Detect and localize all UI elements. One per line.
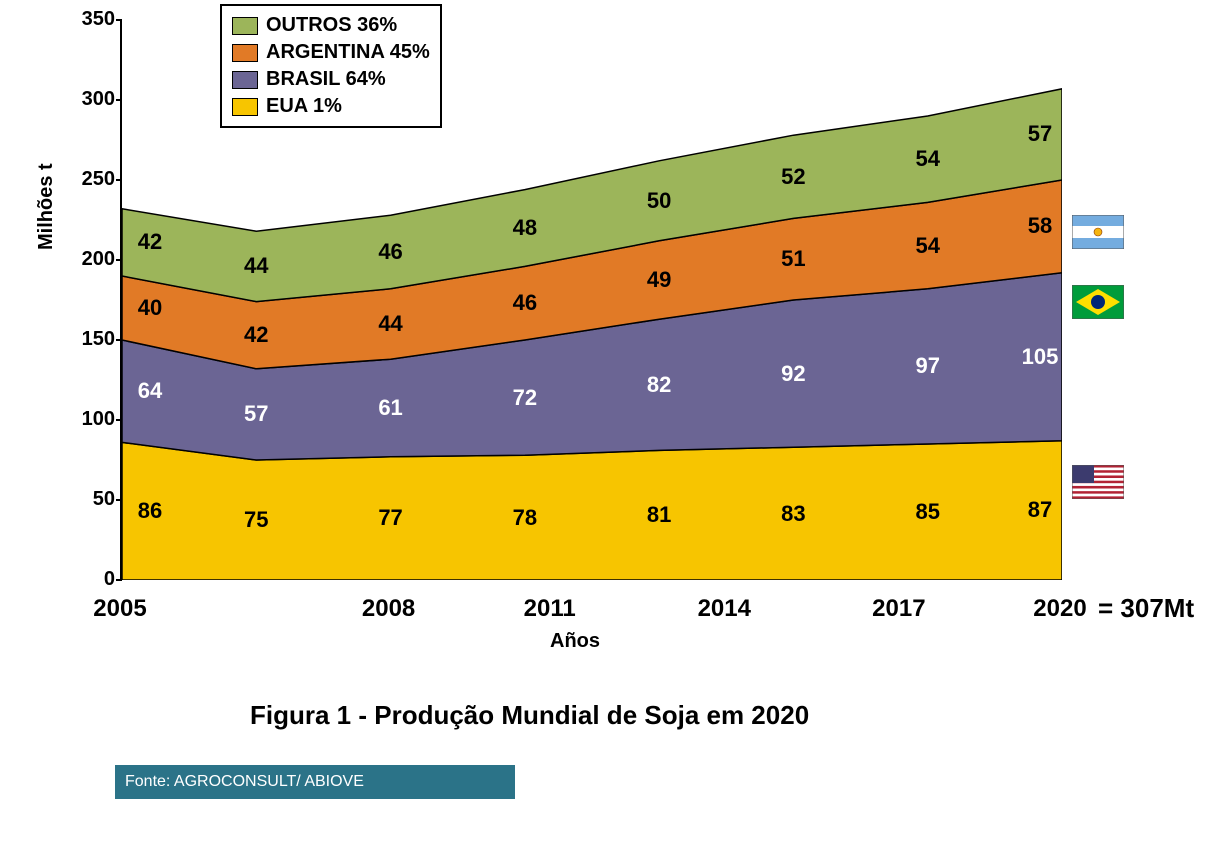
source-text: Fonte: AGROCONSULT/ ABIOVE <box>125 773 364 791</box>
x-axis-label: Años <box>550 630 600 653</box>
legend-row: OUTROS 36% <box>232 12 430 39</box>
legend: OUTROS 36% ARGENTINA 45% BRASIL 64% EUA 1% <box>220 4 442 128</box>
y-tick-label: 50 <box>67 488 115 511</box>
eua-flag-icon <box>1072 465 1124 499</box>
y-tick-label: 150 <box>67 328 115 351</box>
total-2020-label: = 307Mt <box>1098 593 1194 624</box>
y-tick-label: 100 <box>67 408 115 431</box>
legend-label: ARGENTINA 45% <box>266 41 430 64</box>
chart-container: Milhões t 050100150200250300350867577788… <box>30 0 1200 620</box>
y-tick-mark <box>116 259 122 261</box>
legend-swatch <box>232 44 258 62</box>
legend-row: EUA 1% <box>232 93 430 120</box>
legend-label: BRASIL 64% <box>266 68 386 91</box>
source-box: Fonte: AGROCONSULT/ ABIOVE <box>115 765 515 799</box>
y-tick-mark <box>116 19 122 21</box>
brasil-flag-icon <box>1072 285 1124 319</box>
x-tick-label: 2008 <box>362 595 415 623</box>
legend-label: OUTROS 36% <box>266 14 397 37</box>
x-tick-label: 2014 <box>698 595 751 623</box>
area-series-eua <box>122 441 1062 580</box>
y-tick-label: 300 <box>67 88 115 111</box>
y-tick-label: 0 <box>67 568 115 591</box>
x-tick-label: 2020 <box>1033 595 1086 623</box>
x-tick-label: 2017 <box>872 595 925 623</box>
x-tick-label: 2011 <box>524 595 576 623</box>
figure-caption: Figura 1 - Produção Mundial de Soja em 2… <box>250 700 809 731</box>
y-tick-mark <box>116 579 122 581</box>
y-tick-label: 350 <box>67 8 115 31</box>
caption-rest: - Produção Mundial de Soja em 2020 <box>351 700 809 730</box>
y-tick-label: 200 <box>67 248 115 271</box>
caption-prefix: Figura 1 <box>250 700 351 730</box>
y-tick-mark <box>116 499 122 501</box>
legend-swatch <box>232 71 258 89</box>
y-tick-mark <box>116 179 122 181</box>
y-tick-label: 250 <box>67 168 115 191</box>
y-tick-mark <box>116 339 122 341</box>
legend-row: ARGENTINA 45% <box>232 39 430 66</box>
argentina-flag-icon <box>1072 215 1124 249</box>
legend-label: EUA 1% <box>266 95 342 118</box>
legend-swatch <box>232 98 258 116</box>
legend-row: BRASIL 64% <box>232 66 430 93</box>
y-axis-label: Milhões t <box>35 163 58 250</box>
y-tick-mark <box>116 99 122 101</box>
y-tick-mark <box>116 419 122 421</box>
x-tick-label: 2005 <box>93 595 146 623</box>
legend-swatch <box>232 17 258 35</box>
